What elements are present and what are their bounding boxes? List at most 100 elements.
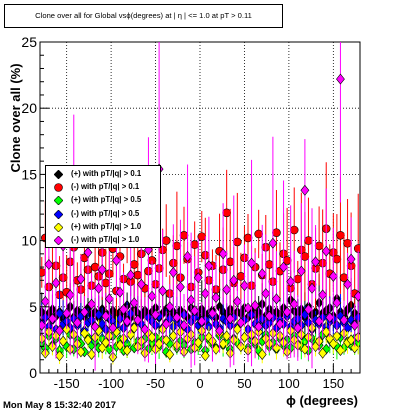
- data-point: [332, 254, 342, 264]
- data-point: [151, 309, 160, 321]
- legend-label: (-) with pT/|q| > 1.0: [71, 235, 140, 244]
- data-point: [289, 298, 299, 310]
- x-tick-label: -50: [146, 376, 165, 391]
- data-point: [101, 337, 111, 349]
- data-point: [179, 231, 189, 240]
- data-point: [272, 293, 281, 305]
- x-tick-label: 100: [278, 376, 300, 391]
- data-point: [115, 339, 125, 351]
- legend-entry: (-) with pT/|q| > 0.1: [46, 181, 160, 194]
- data-point: [87, 348, 96, 360]
- data-point: [129, 260, 139, 269]
- data-point: [115, 286, 125, 298]
- data-point: [222, 330, 232, 342]
- data-point: [200, 288, 210, 300]
- data-point: [279, 261, 288, 273]
- data-point: [325, 311, 335, 323]
- data-point: [97, 264, 107, 276]
- data-point: [304, 236, 313, 245]
- data-point: [158, 285, 168, 297]
- data-point: [314, 241, 324, 251]
- legend-entry: (-) with pT/|q| > 1.0: [46, 234, 160, 247]
- data-point: [90, 262, 100, 272]
- data-point: [183, 251, 192, 262]
- legend-entry: (+) with pT/|q| > 0.1: [46, 168, 160, 181]
- data-point: [222, 208, 231, 218]
- data-point: [186, 294, 196, 306]
- data-point: [240, 331, 249, 343]
- legend-marker: [54, 222, 63, 232]
- data-point: [193, 337, 203, 349]
- data-point: [76, 273, 86, 285]
- legend-marker: [54, 196, 63, 206]
- data-point: [87, 298, 96, 310]
- data-point: [218, 248, 228, 260]
- legend-label: (+) with pT/|q| > 1.0: [71, 221, 142, 231]
- data-point: [353, 290, 360, 302]
- data-point: [122, 345, 132, 356]
- data-point: [140, 323, 150, 335]
- data-point: [129, 322, 139, 334]
- data-point: [268, 237, 278, 249]
- data-point: [101, 278, 111, 288]
- data-point: [243, 302, 253, 314]
- data-point: [55, 350, 64, 362]
- legend-marker-shape: [54, 183, 63, 192]
- data-point: [40, 319, 47, 331]
- data-point: [243, 233, 253, 243]
- data-point: [343, 238, 352, 248]
- data-point: [218, 338, 228, 350]
- data-point: [225, 257, 235, 267]
- legend-marker: [54, 183, 63, 192]
- data-point: [80, 327, 89, 339]
- data-point: [336, 73, 345, 85]
- data-point: [62, 307, 72, 319]
- data-point: [321, 326, 331, 338]
- data-point: [336, 345, 345, 356]
- data-point: [204, 260, 214, 272]
- data-point: [328, 338, 338, 350]
- data-point: [318, 347, 328, 359]
- data-point: [307, 282, 317, 294]
- legend-entry: (+) with pT/|q| > 1.0: [46, 221, 160, 234]
- data-point: [104, 343, 114, 355]
- data-point: [133, 314, 143, 326]
- data-point: [190, 305, 200, 317]
- y-tick-label: 25: [21, 34, 37, 50]
- data-point: [296, 265, 306, 277]
- data-point: [254, 229, 263, 239]
- data-point: [80, 306, 89, 318]
- data-point: [197, 315, 207, 327]
- legend: (+) with pT/|q| > 0.1 (-) with pT/|q| > 0…: [45, 165, 161, 248]
- data-point: [154, 338, 164, 350]
- data-point: [122, 315, 132, 327]
- data-point: [147, 331, 157, 343]
- legend-label: (+) with pT/|q| > 0.5: [71, 195, 142, 205]
- data-point: [172, 241, 182, 251]
- data-point: [136, 278, 146, 290]
- data-point: [300, 184, 310, 196]
- data-point: [126, 329, 136, 341]
- data-point: [40, 268, 47, 277]
- data-point: [165, 301, 175, 313]
- data-point: [193, 272, 203, 284]
- data-point: [272, 228, 281, 237]
- x-tick-label: 0: [196, 376, 203, 391]
- data-point: [250, 299, 260, 311]
- data-point: [51, 277, 61, 289]
- data-point: [332, 297, 342, 309]
- data-point: [321, 245, 331, 257]
- data-point: [314, 315, 324, 327]
- legend-marker-shape: [54, 209, 63, 219]
- data-point: [44, 258, 54, 270]
- data-point: [58, 335, 68, 347]
- data-point: [222, 284, 232, 296]
- y-tick-label: 0: [29, 365, 37, 381]
- data-point: [350, 319, 360, 331]
- data-point: [72, 317, 82, 329]
- data-point: [332, 330, 342, 342]
- data-point: [236, 272, 246, 281]
- data-point: [119, 303, 128, 315]
- data-point: [229, 274, 239, 286]
- data-point: [83, 334, 93, 346]
